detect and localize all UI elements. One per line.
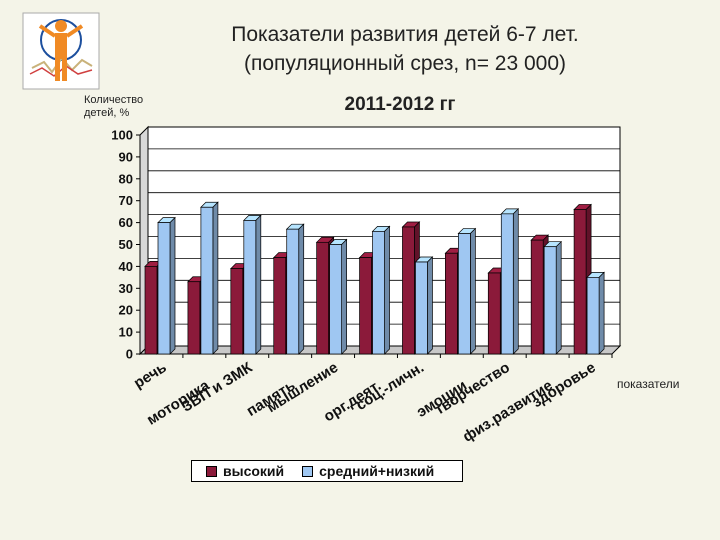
y-tick-label: 20 [119, 303, 133, 318]
legend-label-series-2: средний+низкий [319, 463, 435, 479]
bar-series-2 [458, 233, 471, 355]
y-tick-label: 0 [126, 347, 133, 362]
logo-image [22, 12, 100, 90]
bar-series-2-side [512, 207, 519, 355]
bar-series-2 [329, 244, 342, 355]
x-axis-label: показатели [617, 377, 680, 391]
bar-series-2 [543, 246, 557, 355]
bar-series-2-side [598, 271, 605, 355]
legend-item-series-2: средний+низкий [302, 463, 434, 479]
bar-series-2 [157, 222, 171, 355]
bar-series-2 [415, 261, 428, 355]
bar-series-1 [316, 241, 329, 355]
bar-series-2 [243, 220, 257, 355]
legend-swatch-series-2 [302, 465, 314, 477]
title-line-2: (популяционный срез, n= 23 000) [243, 52, 567, 75]
bar-series-2-side [427, 256, 433, 355]
title-line-1: Показатели развития детей 6-7 лет. [231, 23, 579, 46]
y-tick-label: 70 [119, 193, 133, 208]
y-axis-label: Количество детей, % [84, 94, 174, 120]
legend-item-series-1: высокий [206, 463, 284, 479]
bar-series-2 [286, 228, 300, 355]
bar-series-2 [500, 213, 514, 355]
bar-series-1 [187, 281, 201, 355]
bar-series-2-side [255, 214, 262, 355]
legend: высокий средний+низкий [191, 460, 463, 482]
legend-label-series-1: высокий [223, 463, 285, 479]
y-tick-label: 60 [119, 215, 133, 230]
bar-series-2-side [470, 227, 476, 355]
x-tick-label: речь [131, 359, 170, 392]
y-tick-label: 30 [119, 281, 133, 296]
y-tick-label: 100 [111, 128, 133, 143]
bar-series-1 [530, 239, 544, 355]
y-tick-label: 90 [119, 149, 133, 164]
bar-series-1 [273, 257, 287, 355]
bar-series-2 [372, 231, 385, 355]
y-axis-label-line-2: детей, % [84, 107, 130, 119]
y-tick-label: 80 [119, 171, 133, 186]
legend-swatch-series-1 [206, 465, 217, 477]
y-tick-label: 50 [119, 237, 133, 252]
chart-subtitle: 2011-2012 гг [344, 94, 456, 115]
bar-series-2-side [212, 201, 219, 355]
bar-series-1 [359, 257, 372, 355]
chart-title: Показатели развития детей 6-7 лет. (попу… [150, 20, 660, 78]
bar-series-2-side [555, 240, 562, 355]
bar-series-1 [445, 252, 458, 355]
bar-series-1 [487, 272, 501, 355]
bar-series-2-side [298, 223, 305, 355]
bar-series-2-side [341, 238, 347, 355]
bar-series-1 [573, 209, 587, 355]
bar-series-2 [200, 206, 214, 355]
y-tick-label: 40 [119, 259, 133, 274]
bar-series-1 [144, 266, 158, 355]
bar-series-2-side [169, 216, 176, 355]
y-axis-label-line-1: Количество [84, 94, 144, 106]
bar-series-2 [586, 277, 600, 355]
bar-series-2-side [384, 225, 390, 355]
y-tick-label: 10 [119, 325, 133, 340]
bar-series-1 [230, 268, 244, 355]
bar-series-1 [402, 226, 415, 355]
